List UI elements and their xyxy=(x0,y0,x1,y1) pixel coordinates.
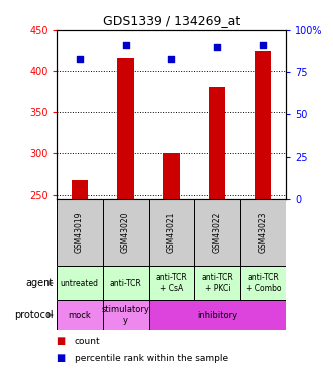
Text: anti-TCR
+ CsA: anti-TCR + CsA xyxy=(156,273,187,293)
Text: GSM43020: GSM43020 xyxy=(121,212,130,253)
Bar xyxy=(194,266,240,300)
Text: anti-TCR
+ PKCi: anti-TCR + PKCi xyxy=(201,273,233,293)
Point xyxy=(77,56,82,62)
Title: GDS1339 / 134269_at: GDS1339 / 134269_at xyxy=(103,15,240,27)
Bar xyxy=(240,199,286,266)
Text: GSM43019: GSM43019 xyxy=(75,212,84,253)
Text: protocol: protocol xyxy=(14,310,53,320)
Bar xyxy=(72,180,88,199)
Bar xyxy=(149,199,194,266)
Bar xyxy=(57,199,103,266)
Text: stimulatory
y: stimulatory y xyxy=(102,305,150,325)
Bar xyxy=(240,266,286,300)
Bar xyxy=(209,87,225,199)
Bar xyxy=(164,153,179,199)
Point xyxy=(215,44,220,50)
Text: GSM43022: GSM43022 xyxy=(213,212,222,253)
Bar xyxy=(118,58,134,199)
Text: GSM43021: GSM43021 xyxy=(167,212,176,253)
Text: percentile rank within the sample: percentile rank within the sample xyxy=(75,354,228,363)
Text: ■: ■ xyxy=(57,336,66,346)
Text: untreated: untreated xyxy=(61,279,99,288)
Bar xyxy=(194,199,240,266)
Text: count: count xyxy=(75,337,101,346)
Text: mock: mock xyxy=(68,310,91,320)
Bar xyxy=(57,266,103,300)
Text: ■: ■ xyxy=(57,353,66,363)
Text: inhibitory: inhibitory xyxy=(197,310,237,320)
Bar xyxy=(149,300,286,330)
Bar xyxy=(103,300,149,330)
Bar xyxy=(255,51,271,199)
Bar xyxy=(57,300,103,330)
Bar xyxy=(103,199,149,266)
Bar xyxy=(149,266,194,300)
Bar xyxy=(103,266,149,300)
Point xyxy=(123,42,128,48)
Text: agent: agent xyxy=(25,278,53,288)
Point xyxy=(261,42,266,48)
Point xyxy=(169,56,174,62)
Text: anti-TCR: anti-TCR xyxy=(110,279,142,288)
Text: GSM43023: GSM43023 xyxy=(259,212,268,253)
Text: anti-TCR
+ Combo: anti-TCR + Combo xyxy=(246,273,281,293)
